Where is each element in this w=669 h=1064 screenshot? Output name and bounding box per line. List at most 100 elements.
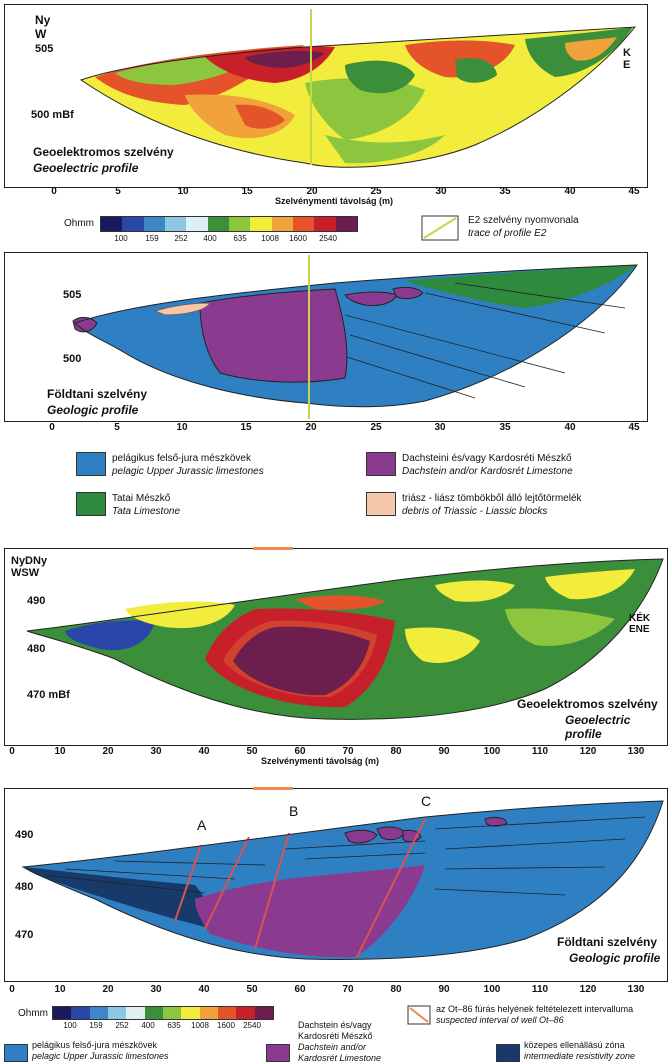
jurassic-swatch bbox=[76, 452, 106, 476]
well-interval-mark bbox=[253, 547, 293, 550]
x-tick: 40 bbox=[564, 422, 576, 433]
scale-value: 159 bbox=[145, 234, 159, 243]
jurassic-label: pelágikus felső-jura mészkövek pelagic Up… bbox=[32, 1040, 169, 1061]
intermediate-label: közepes ellenállású zóna intermediate res… bbox=[524, 1040, 636, 1061]
elevation-label-470: 470 mBf bbox=[27, 689, 70, 701]
x-tick: 50 bbox=[246, 984, 258, 995]
geologic-profile-panel-2: A B C 490 480 470 Földtani szelvény Geol… bbox=[4, 787, 668, 982]
jurassic-swatch bbox=[4, 1044, 28, 1062]
x-tick: 0 bbox=[51, 186, 57, 197]
x-tick: 70 bbox=[342, 984, 354, 995]
x-axis-3: 0 10 20 30 40 50 60 70 80 90 100 110 120… bbox=[0, 746, 669, 770]
panel-title-hu: Földtani szelvény bbox=[47, 387, 148, 401]
x-tick: 80 bbox=[390, 746, 402, 757]
elevation-label-505: 505 bbox=[63, 289, 82, 301]
panel-title-en: Geoelectric profile bbox=[33, 161, 139, 175]
scale-value: 100 bbox=[63, 1021, 77, 1030]
well-legend-icon bbox=[407, 1005, 431, 1025]
scale-value: 635 bbox=[233, 234, 247, 243]
scale-value: 159 bbox=[89, 1021, 103, 1030]
resistivity-section-1 bbox=[79, 9, 637, 168]
jurassic-label: pelágikus felső-jura mészkövek pelagic Up… bbox=[112, 453, 264, 477]
dachstein-label: Dachsteini és/vagy Kardosréti Mészkő Dach… bbox=[402, 453, 573, 477]
x-tick: 45 bbox=[628, 186, 640, 197]
scale-value: 252 bbox=[115, 1021, 129, 1030]
panel-title-en: Geologic profile bbox=[47, 403, 139, 417]
x-tick: 0 bbox=[9, 746, 15, 757]
x-tick: 15 bbox=[241, 186, 253, 197]
x-tick: 35 bbox=[499, 186, 511, 197]
x-tick: 60 bbox=[294, 746, 306, 757]
panel-title-hu: Geoelektromos szelvény bbox=[517, 697, 658, 711]
x-tick: 10 bbox=[177, 186, 189, 197]
scale-unit-label: Ohmm bbox=[64, 218, 94, 229]
direction-label-right: KÉK ENE bbox=[629, 613, 651, 635]
well-legend-label: az Ot–86 fúrás helyének feltételezett in… bbox=[436, 1004, 634, 1025]
x-tick: 10 bbox=[54, 984, 66, 995]
x-axis-title: Szelvénymenti távolság (m) bbox=[260, 756, 380, 766]
x-tick: 20 bbox=[102, 746, 114, 757]
panel-title-en: Geologic profile bbox=[569, 951, 661, 965]
scale-value: 252 bbox=[174, 234, 188, 243]
x-tick: 130 bbox=[627, 746, 645, 757]
x-tick: 50 bbox=[246, 746, 258, 757]
scale-value: 400 bbox=[141, 1021, 155, 1030]
debris-label: triász - liász tömbökből álló lejtőtörme… bbox=[402, 493, 582, 517]
resistivity-color-scale bbox=[100, 216, 358, 232]
scale-value: 1008 bbox=[261, 234, 279, 243]
x-tick: 40 bbox=[564, 186, 576, 197]
x-tick: 110 bbox=[531, 984, 549, 995]
x-tick: 70 bbox=[342, 746, 354, 757]
scale-value: 100 bbox=[114, 234, 128, 243]
elevation-label-500: 500 bbox=[63, 353, 82, 365]
panel-title-hu: Geoelektromos szelvény bbox=[33, 145, 174, 159]
panel-title-en: Geoelectric profile bbox=[565, 713, 631, 741]
geologic-section-1 bbox=[72, 255, 638, 419]
x-tick: 10 bbox=[176, 422, 188, 433]
x-tick: 10 bbox=[54, 746, 66, 757]
combined-legend-2: Ohmm 100 159 252 400 635 1008 1600 2540 … bbox=[0, 1000, 669, 1064]
elevation-label-505: 505 bbox=[35, 43, 54, 55]
x-tick: 30 bbox=[435, 186, 447, 197]
elevation-label-500: 500 mBf bbox=[31, 109, 74, 121]
tata-swatch bbox=[76, 492, 106, 516]
fault-lines bbox=[174, 818, 426, 958]
x-tick: 90 bbox=[438, 984, 450, 995]
elevation-label-490: 490 bbox=[27, 595, 46, 607]
x-axis-1: 0 5 10 15 20 25 30 35 40 45 Szelvényment… bbox=[0, 186, 669, 210]
fault-label-b: B bbox=[289, 803, 299, 819]
elevation-label-480: 480 bbox=[15, 881, 34, 893]
x-tick: 30 bbox=[150, 984, 162, 995]
x-tick: 0 bbox=[49, 422, 55, 433]
x-tick: 20 bbox=[102, 984, 114, 995]
dachstein-label: Dachstein és/vagy Kardosréti Mészkő Dachst… bbox=[298, 1020, 382, 1063]
scale-value: 1600 bbox=[217, 1021, 235, 1030]
x-tick: 5 bbox=[114, 422, 120, 433]
intermediate-swatch bbox=[496, 1044, 520, 1062]
x-tick: 20 bbox=[306, 186, 318, 197]
direction-label-left: Ny W bbox=[35, 13, 51, 41]
dachstein-swatch bbox=[366, 452, 396, 476]
elevation-label-490: 490 bbox=[15, 829, 34, 841]
direction-label-left: NyDNy WSW bbox=[11, 555, 48, 579]
x-tick: 120 bbox=[579, 746, 597, 757]
x-tick: 30 bbox=[150, 746, 162, 757]
x-tick: 0 bbox=[9, 984, 15, 995]
x-tick: 45 bbox=[628, 422, 640, 433]
resistivity-legend-1: Ohmm 100 159 252 400 635 1008 1600 2540 … bbox=[0, 212, 669, 248]
scale-value: 1600 bbox=[289, 234, 307, 243]
fault-label-c: C bbox=[421, 793, 432, 809]
scale-unit-label: Ohmm bbox=[18, 1008, 48, 1019]
x-axis-title: Szelvénymenti távolság (m) bbox=[274, 196, 394, 206]
x-tick: 110 bbox=[531, 746, 549, 757]
x-tick: 40 bbox=[198, 984, 210, 995]
tata-label: Tatai Mészkő Tata Limestone bbox=[112, 493, 181, 517]
scale-value: 400 bbox=[203, 234, 217, 243]
geologic-profile-panel-1: 505 500 Földtani szelvény Geologic profi… bbox=[4, 252, 648, 422]
x-tick: 20 bbox=[305, 422, 317, 433]
trace-legend-label: E2 szelvény nyomvonala trace of profile E… bbox=[468, 215, 579, 239]
scale-value: 2540 bbox=[243, 1021, 261, 1030]
x-axis-2: 0 5 10 15 20 25 30 35 40 45 bbox=[0, 422, 669, 436]
